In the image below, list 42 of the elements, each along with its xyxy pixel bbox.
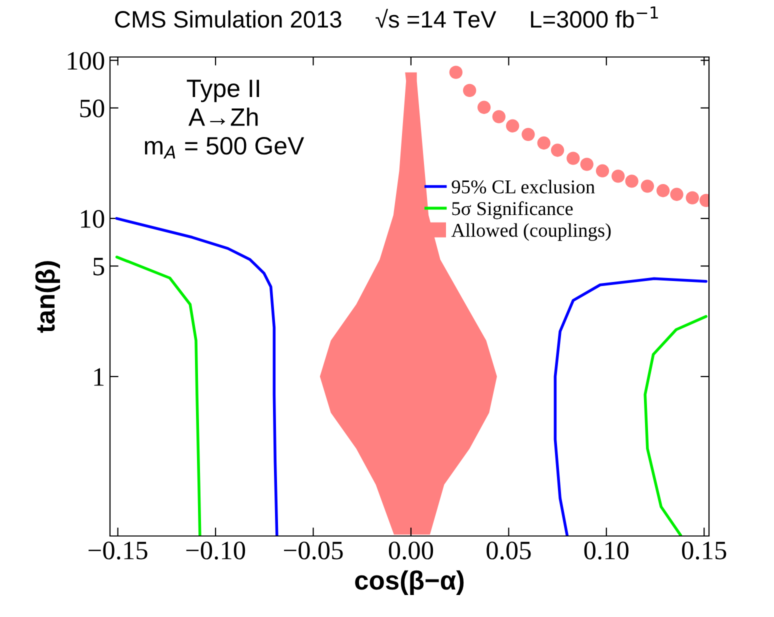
y-tick-label: 10 (81, 210, 104, 228)
point (537, 136, 550, 150)
x-tick-label: 0.05 (486, 542, 531, 560)
line-series (115, 256, 202, 536)
point (492, 110, 506, 124)
x-tick-label: 0.10 (584, 542, 628, 560)
x-axis-title: cos(β−α) (355, 570, 464, 595)
point (477, 100, 491, 114)
legend-label: Allowed (couplings) (451, 223, 611, 241)
point (612, 170, 625, 183)
y-axis-title: tan(β) (35, 261, 60, 333)
x-tick-label: −0.15 (88, 542, 148, 560)
x-tick-label: 0.00 (388, 542, 434, 560)
y-tick-label: 50 (80, 100, 104, 118)
annotation: A→Zh (188, 108, 258, 126)
point (550, 144, 564, 157)
x-tick-label: −0.10 (186, 542, 246, 560)
point (670, 188, 684, 201)
y-tick-label: 1 (94, 368, 104, 386)
point (566, 152, 580, 165)
chart-title: CMS Simulation 2013 √s =14 TeV L=3000 fb$^{−1}$ (115, 6, 658, 28)
y-tick-label: 5 (93, 258, 104, 276)
point (522, 128, 535, 142)
x-tick-label: 0.15 (682, 542, 726, 560)
point (449, 66, 463, 79)
point (686, 191, 699, 204)
point (625, 174, 638, 188)
line-series (115, 217, 278, 536)
point (656, 184, 670, 198)
annotation: m$_{A}$ = 500 GeV (144, 136, 304, 159)
annotation: Type II (186, 80, 260, 102)
legend-label: 95% CL exclusion (452, 180, 595, 194)
point (506, 119, 520, 132)
point (640, 180, 654, 193)
point (463, 84, 476, 98)
legend-label: 5σ Significance (452, 201, 573, 220)
point (580, 158, 594, 171)
y-tick-label: 100 (68, 52, 104, 70)
line-series (554, 277, 708, 536)
x-tick-label: −0.05 (284, 542, 343, 560)
point (596, 164, 610, 178)
line-series (644, 315, 708, 536)
